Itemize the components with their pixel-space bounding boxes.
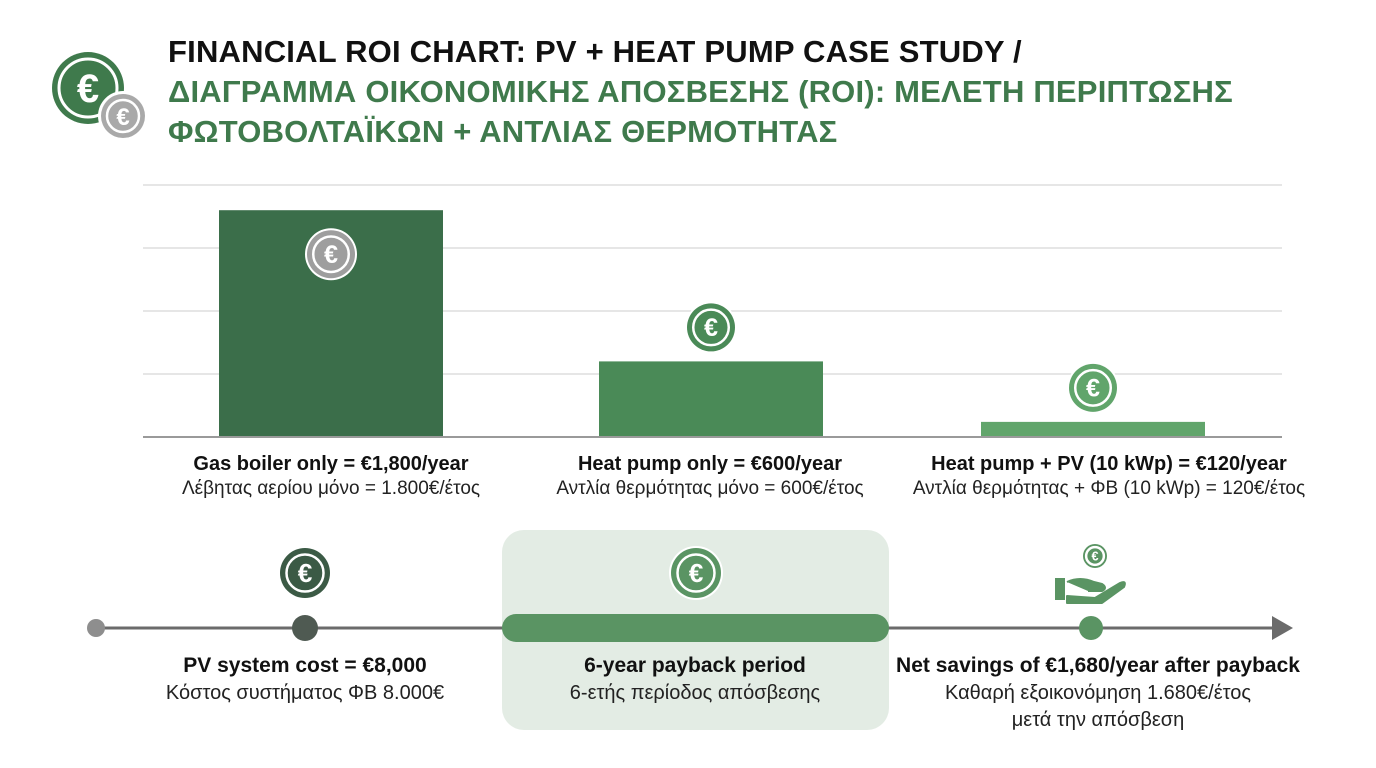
timeline-pv-cost-dot xyxy=(292,615,318,641)
euro-coins-icon: € € xyxy=(52,52,148,141)
category-label-pv-en: Heat pump + PV (10 kWp) = €120/year xyxy=(931,453,1287,475)
bar-coin-1-euro-icon-symbol: € xyxy=(324,241,338,269)
bar-coin-3-euro-icon-symbol: € xyxy=(1086,375,1100,403)
timeline-arrowhead xyxy=(1272,616,1293,640)
page-title: FINANCIAL ROI CHART: PV + HEAT PUMP CASE… xyxy=(168,32,1358,152)
pv-cost-en: PV system cost = €8,000 xyxy=(183,654,427,677)
title-greek-line2: ΦΩΤΟΒΟΛΤΑΪΚΩΝ + ΑΝΤΛΙΑΣ ΘΕΡΜΟΤΗΤΑΣ xyxy=(168,114,838,149)
savings-en: Net savings of €1,680/year after payback xyxy=(896,654,1300,677)
pv-cost-euro-icon-ring xyxy=(285,553,325,593)
hand-cuff xyxy=(1055,578,1065,600)
bar-coin-2-euro-icon-symbol: € xyxy=(704,314,718,342)
category-label-heat-pump: Heat pump only = €600/year Αντλία θερμότ… xyxy=(510,451,910,501)
pv-cost-gr: Κόστος συστήματος ΦΒ 8.000€ xyxy=(165,682,445,704)
timeline-savings-dot xyxy=(1079,616,1103,640)
bar-coin-1-euro-icon-ring xyxy=(311,235,351,274)
pv-cost-euro-icon-symbol: € xyxy=(298,558,313,588)
bar-2 xyxy=(599,361,823,437)
savings-hand-coin-euro-icon-symbol: € xyxy=(1091,549,1098,563)
category-label-heat-pump-en: Heat pump only = €600/year xyxy=(577,453,842,475)
bar-coin-2-euro-icon-ring xyxy=(691,308,731,347)
payback-gr: 6-ετής περίοδος απόσβεσης xyxy=(569,682,821,704)
logo-euro-symbol: € xyxy=(77,67,99,111)
bar-coin-3-euro-icon-ring xyxy=(1073,368,1113,407)
payback-period-bar xyxy=(502,614,889,642)
hand-coin-icon xyxy=(1066,578,1126,604)
category-label-heat-pump-gr: Αντλία θερμότητας μόνο = 600€/έτος xyxy=(556,478,864,499)
savings-gr-line1: Καθαρή εξοικονόμηση 1.680€/έτος xyxy=(945,682,1251,704)
logo-euro-symbol-small: € xyxy=(116,104,129,131)
timeline-label-payback: 6-year payback period 6-ετής περίοδος απ… xyxy=(495,652,895,707)
payback-en: 6-year payback period xyxy=(584,654,806,677)
title-english: FINANCIAL ROI CHART: PV + HEAT PUMP CASE… xyxy=(168,34,1022,69)
timeline-label-pv-cost: PV system cost = €8,000 Κόστος συστήματο… xyxy=(105,652,505,707)
savings-gr-line2: μετά την απόσβεση xyxy=(1011,709,1185,731)
timeline-start-dot xyxy=(87,619,105,637)
category-label-pv-gr: Αντλία θερμότητας + ΦΒ (10 kWp) = 120€/έ… xyxy=(912,478,1306,499)
category-label-gas: Gas boiler only = €1,800/year Λέβητας αε… xyxy=(131,451,531,501)
category-label-pv: Heat pump + PV (10 kWp) = €120/year Αντλ… xyxy=(909,451,1309,501)
payback-euro-icon-ring xyxy=(676,553,716,593)
savings-hand-coin-euro-icon-ring xyxy=(1084,545,1106,567)
category-label-gas-en: Gas boiler only = €1,800/year xyxy=(193,453,469,475)
bar-3 xyxy=(981,421,1205,437)
timeline-label-savings: Net savings of €1,680/year after payback… xyxy=(888,652,1308,734)
title-greek-line1: ΔΙΑΓΡΑΜΜΑ ΟΙΚΟΝΟΜΙΚΗΣ ΑΠΟΣΒΕΣΗΣ (ROI): Μ… xyxy=(168,74,1233,109)
category-label-gas-gr: Λέβητας αερίου μόνο = 1.800€/έτος xyxy=(181,478,481,499)
payback-euro-icon-symbol: € xyxy=(689,558,704,588)
